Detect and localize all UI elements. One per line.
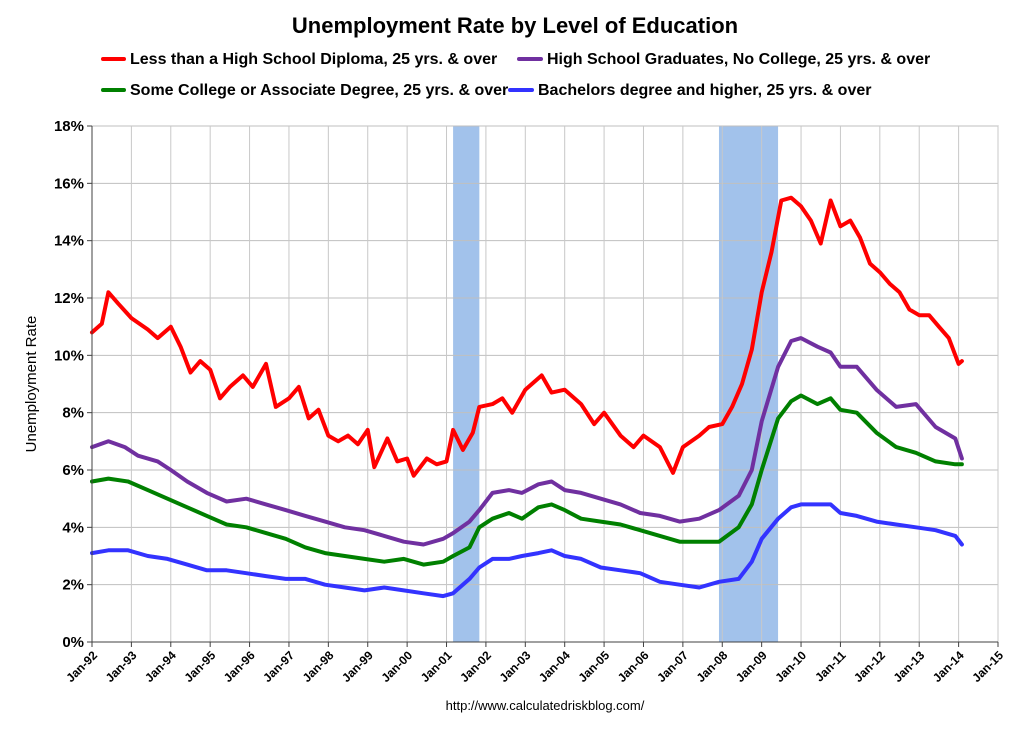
y-tick-label: 14%	[54, 233, 84, 250]
y-tick-label: 16%	[54, 175, 84, 192]
source-url: http://www.calculatedriskblog.com/	[446, 698, 645, 713]
series-line-2	[90, 336, 964, 547]
y-tick-label: 0%	[62, 634, 84, 651]
x-tick-label: Jan-11	[812, 648, 849, 685]
y-tick-label: 4%	[62, 519, 84, 536]
legend-label-1: Less than a High School Diploma, 25 yrs.…	[130, 51, 497, 68]
x-tick-label: Jan-04	[536, 648, 573, 685]
x-tick-label: Jan-06	[615, 648, 652, 685]
x-tick-label: Jan-07	[654, 648, 691, 685]
x-tick-label: Jan-14	[930, 648, 967, 685]
x-tick-label: Jan-08	[694, 648, 731, 685]
series-line-3	[90, 393, 964, 567]
x-tick-label: Jan-12	[851, 648, 888, 685]
y-tick-label: 10%	[54, 347, 84, 364]
legend-label-2: High School Graduates, No College, 25 yr…	[547, 51, 930, 68]
recession-bar-2	[718, 126, 779, 642]
x-tick-label: Jan-01	[418, 648, 455, 685]
x-tick-label: Jan-94	[142, 648, 179, 685]
series-line-1	[90, 195, 964, 478]
y-tick-label: 12%	[54, 290, 84, 307]
y-axis-title: Unemployment Rate	[23, 316, 40, 453]
x-tick-label: Jan-05	[575, 648, 612, 685]
x-tick-label: Jan-93	[103, 648, 140, 685]
x-tick-label: Jan-99	[339, 648, 376, 685]
y-tick-label: 2%	[62, 577, 84, 594]
x-tick-label: Jan-98	[300, 648, 337, 685]
x-tick-label: Jan-09	[733, 648, 770, 685]
series-line-4	[90, 502, 964, 599]
legend-label-3: Some College or Associate Degree, 25 yrs…	[130, 82, 508, 99]
recession-bar-1	[453, 126, 480, 642]
chart-title: Unemployment Rate by Level of Education	[292, 13, 738, 38]
x-tick-label: Jan-10	[772, 648, 809, 685]
legend-label-4: Bachelors degree and higher, 25 yrs. & o…	[538, 82, 871, 99]
x-tick-label: Jan-96	[221, 648, 258, 685]
y-tick-label: 6%	[62, 462, 84, 479]
x-tick-label: Jan-97	[260, 648, 297, 685]
y-tick-label: 18%	[54, 118, 84, 135]
x-tick-label: Jan-15	[969, 648, 1006, 685]
x-tick-label: Jan-03	[497, 648, 534, 685]
x-tick-label: Jan-13	[891, 648, 928, 685]
recession-shading	[453, 126, 779, 642]
x-tick-label: Jan-00	[378, 648, 415, 685]
y-tick-label: 8%	[62, 405, 84, 422]
x-tick-label: Jan-02	[457, 648, 494, 685]
x-tick-label: Jan-95	[182, 648, 219, 685]
series-lines	[90, 195, 964, 599]
x-tick-label: Jan-92	[63, 648, 100, 685]
legend: Less than a High School Diploma, 25 yrs.…	[101, 51, 930, 99]
